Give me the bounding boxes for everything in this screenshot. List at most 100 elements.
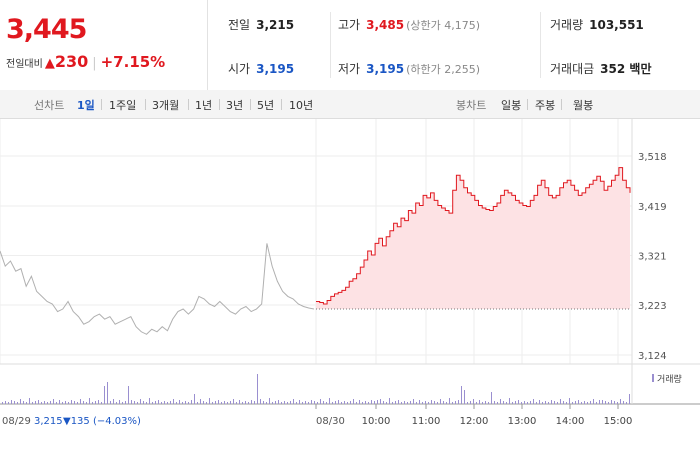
volume-bar bbox=[14, 401, 15, 404]
volume-bar bbox=[485, 401, 486, 404]
period-5y[interactable]: 5년 bbox=[257, 99, 275, 112]
volume-bar bbox=[131, 400, 132, 404]
volume-bar bbox=[302, 402, 303, 404]
volume-bar bbox=[98, 400, 99, 404]
candle-monthly[interactable]: 월봉 bbox=[573, 99, 594, 112]
volume-bar bbox=[596, 402, 597, 404]
volume-bar bbox=[398, 400, 399, 404]
y-tick-label: 3,518 bbox=[638, 152, 667, 163]
volume-bar bbox=[299, 400, 300, 404]
volume-bar bbox=[284, 401, 285, 404]
volume-bar bbox=[296, 402, 297, 404]
volume-bar bbox=[608, 402, 609, 404]
volume-bar bbox=[185, 401, 186, 404]
volume-bar bbox=[167, 402, 168, 404]
volume-bar bbox=[203, 401, 204, 404]
volume-bar bbox=[524, 401, 525, 404]
volume-bar bbox=[119, 400, 120, 404]
volume-bar bbox=[620, 399, 621, 404]
period-1w[interactable]: 1주일 bbox=[109, 99, 137, 112]
volume-bar bbox=[50, 401, 51, 404]
volume-bar bbox=[134, 401, 135, 404]
volume-bar bbox=[416, 402, 417, 404]
volume-bar bbox=[83, 401, 84, 404]
volume-bar bbox=[611, 400, 612, 404]
volume-bar bbox=[437, 402, 438, 404]
volume-bar bbox=[470, 401, 471, 404]
volume-bar bbox=[227, 402, 228, 404]
volume-bar bbox=[161, 402, 162, 404]
chart-grid bbox=[0, 119, 632, 404]
volume-bar bbox=[500, 399, 501, 404]
period-1d[interactable]: 1일 bbox=[77, 99, 95, 112]
volume-bar bbox=[395, 401, 396, 404]
amount-stat: 거래대금 352 백만 bbox=[550, 62, 652, 76]
period-10y[interactable]: 10년 bbox=[289, 99, 314, 112]
volume-bar bbox=[104, 386, 105, 404]
volume-bar bbox=[89, 398, 90, 404]
volume-bar bbox=[278, 400, 279, 404]
volume-bar bbox=[383, 401, 384, 404]
candle-weekly[interactable]: 주봉 bbox=[535, 99, 556, 112]
volume-bar bbox=[281, 402, 282, 404]
volume-bar bbox=[17, 402, 18, 404]
volume-bar bbox=[614, 401, 615, 404]
period-3m[interactable]: 3개월 bbox=[152, 99, 180, 112]
volume-bar bbox=[239, 400, 240, 404]
volume-bar bbox=[53, 399, 54, 404]
price-chart: 3,518 3,419 3,321 3,223 3,124 10:00 11:00 12:0… bbox=[0, 119, 700, 427]
volume-bar bbox=[434, 401, 435, 404]
volume-bar bbox=[248, 402, 249, 404]
volume-bar bbox=[575, 401, 576, 404]
volume-bar bbox=[344, 401, 345, 404]
volume-bar bbox=[581, 402, 582, 404]
volume-bar bbox=[428, 402, 429, 404]
volume-bar bbox=[548, 402, 549, 404]
volume-bar bbox=[356, 402, 357, 404]
volume-bar bbox=[62, 402, 63, 404]
up-arrow-icon: ▲ bbox=[44, 56, 55, 71]
volume-bar bbox=[467, 402, 468, 404]
volume-bar bbox=[572, 402, 573, 404]
volume-bar bbox=[236, 402, 237, 404]
volume-bar bbox=[593, 399, 594, 404]
high-stat: 고가 3,485 (상한가 4,175) bbox=[338, 18, 480, 32]
volume-bar bbox=[215, 401, 216, 404]
volume-bar bbox=[476, 402, 477, 404]
volume-bar bbox=[407, 402, 408, 404]
volume-bar bbox=[527, 402, 528, 404]
candle-daily[interactable]: 일봉 bbox=[501, 99, 522, 112]
today-fill-area bbox=[316, 167, 630, 309]
volume-bar bbox=[449, 398, 450, 404]
volume-bar bbox=[530, 401, 531, 404]
volume-bar bbox=[245, 401, 246, 404]
volume-bar bbox=[275, 401, 276, 404]
volume-bar bbox=[308, 402, 309, 404]
volume-bar bbox=[365, 401, 366, 404]
period-3y[interactable]: 3년 bbox=[226, 99, 244, 112]
volume-bar bbox=[494, 401, 495, 404]
volume-bar bbox=[68, 402, 69, 404]
x-tick-label: 10:00 bbox=[362, 416, 391, 427]
volume-bar bbox=[44, 401, 45, 404]
volume-bar bbox=[422, 402, 423, 404]
prev-close-stat: 전일 3,215 bbox=[228, 18, 295, 32]
volume-bar bbox=[386, 402, 387, 404]
volume-bar bbox=[506, 402, 507, 404]
volume-bar bbox=[260, 399, 261, 404]
volume-legend-label: 거래량 bbox=[657, 373, 682, 385]
volume-bar bbox=[125, 401, 126, 404]
period-1y[interactable]: 1년 bbox=[195, 99, 213, 112]
volume-bar bbox=[77, 402, 78, 404]
volume-bar bbox=[479, 400, 480, 404]
volume-bar bbox=[452, 402, 453, 404]
volume-bar bbox=[521, 402, 522, 404]
volume-bar bbox=[491, 392, 492, 404]
volume-bar bbox=[149, 398, 150, 404]
volume-bar bbox=[431, 400, 432, 404]
volume-bar bbox=[194, 394, 195, 404]
change-percent: +7.15% bbox=[100, 53, 166, 71]
volume-bar bbox=[518, 400, 519, 404]
volume-bar bbox=[143, 401, 144, 404]
volume-bar bbox=[137, 402, 138, 404]
